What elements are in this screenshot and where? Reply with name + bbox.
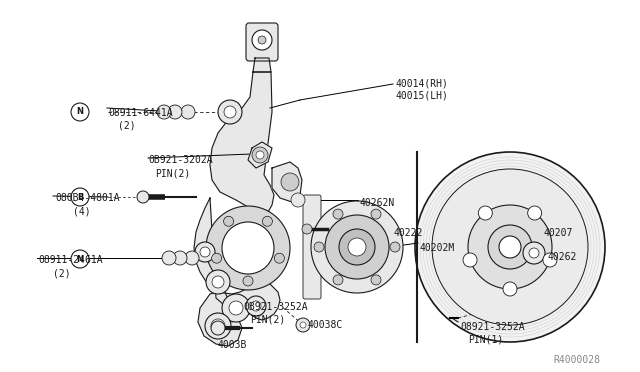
Circle shape (181, 105, 195, 119)
Circle shape (291, 193, 305, 207)
Text: 40262N: 40262N (360, 198, 396, 208)
Text: 40202M: 40202M (420, 243, 455, 253)
Circle shape (325, 215, 389, 279)
Polygon shape (272, 162, 302, 202)
Text: 40014(RH): 40014(RH) (395, 78, 448, 88)
Text: 08921-3252A: 08921-3252A (460, 322, 525, 332)
Circle shape (528, 206, 541, 220)
Circle shape (478, 206, 492, 220)
Circle shape (251, 301, 261, 311)
Polygon shape (253, 58, 271, 72)
Text: 40222: 40222 (393, 228, 422, 238)
Text: R4000028: R4000028 (553, 355, 600, 365)
Circle shape (339, 229, 375, 265)
Text: (4): (4) (73, 206, 91, 216)
Circle shape (206, 206, 290, 290)
Text: N: N (77, 254, 83, 263)
Circle shape (371, 275, 381, 285)
Text: PIN(2): PIN(2) (155, 168, 190, 178)
Circle shape (262, 216, 273, 226)
Text: 080B4-4801A: 080B4-4801A (55, 193, 120, 203)
Circle shape (333, 275, 343, 285)
Circle shape (296, 318, 310, 332)
Circle shape (162, 251, 176, 265)
Text: 40015(LH): 40015(LH) (395, 91, 448, 101)
Circle shape (314, 242, 324, 252)
Circle shape (205, 313, 231, 339)
Circle shape (390, 242, 400, 252)
Text: B: B (77, 192, 83, 202)
Circle shape (348, 238, 366, 256)
FancyBboxPatch shape (303, 195, 321, 299)
Polygon shape (210, 72, 274, 215)
Circle shape (415, 152, 605, 342)
Polygon shape (248, 142, 272, 168)
Circle shape (212, 276, 224, 288)
Circle shape (300, 322, 306, 328)
Circle shape (71, 188, 89, 206)
Circle shape (157, 105, 171, 119)
Text: 4003B: 4003B (218, 340, 248, 350)
Circle shape (223, 216, 234, 226)
Circle shape (246, 296, 266, 316)
Text: PIN(1): PIN(1) (468, 335, 503, 345)
Text: 0B921-3202A: 0B921-3202A (148, 155, 212, 165)
Circle shape (229, 301, 243, 315)
Circle shape (71, 250, 89, 268)
Circle shape (275, 253, 284, 263)
Circle shape (523, 242, 545, 264)
Circle shape (256, 151, 264, 159)
Text: 40207: 40207 (543, 228, 572, 238)
Text: 0B921-3252A: 0B921-3252A (243, 302, 308, 312)
Circle shape (212, 253, 221, 263)
Circle shape (258, 36, 266, 44)
Circle shape (71, 103, 89, 121)
Circle shape (168, 105, 182, 119)
Text: 08911-2461A: 08911-2461A (38, 255, 102, 265)
Circle shape (243, 276, 253, 286)
Circle shape (463, 253, 477, 267)
Text: 40262: 40262 (547, 252, 577, 262)
Polygon shape (194, 198, 280, 320)
Circle shape (371, 209, 381, 219)
Text: PIN(2): PIN(2) (250, 315, 285, 325)
Text: (2): (2) (53, 268, 70, 278)
Circle shape (211, 321, 225, 335)
Circle shape (333, 209, 343, 219)
Circle shape (281, 173, 299, 191)
Circle shape (252, 30, 272, 50)
Circle shape (432, 169, 588, 325)
Circle shape (218, 100, 242, 124)
Circle shape (529, 248, 539, 258)
Circle shape (503, 282, 517, 296)
Circle shape (224, 106, 236, 118)
Circle shape (222, 222, 274, 274)
Circle shape (468, 205, 552, 289)
Circle shape (311, 201, 403, 293)
Polygon shape (198, 290, 242, 346)
Circle shape (185, 251, 199, 265)
Circle shape (222, 294, 250, 322)
Text: (2): (2) (118, 121, 136, 131)
Circle shape (137, 191, 149, 203)
Circle shape (173, 251, 187, 265)
Circle shape (543, 253, 557, 267)
Circle shape (206, 270, 230, 294)
Text: 08911-6441A: 08911-6441A (108, 108, 173, 118)
Circle shape (252, 147, 268, 163)
Circle shape (211, 319, 225, 333)
Text: N: N (77, 108, 83, 116)
Circle shape (200, 247, 210, 257)
Circle shape (302, 224, 312, 234)
Circle shape (488, 225, 532, 269)
Circle shape (195, 242, 215, 262)
Circle shape (499, 236, 521, 258)
FancyBboxPatch shape (246, 23, 278, 61)
Text: 40038C: 40038C (308, 320, 343, 330)
